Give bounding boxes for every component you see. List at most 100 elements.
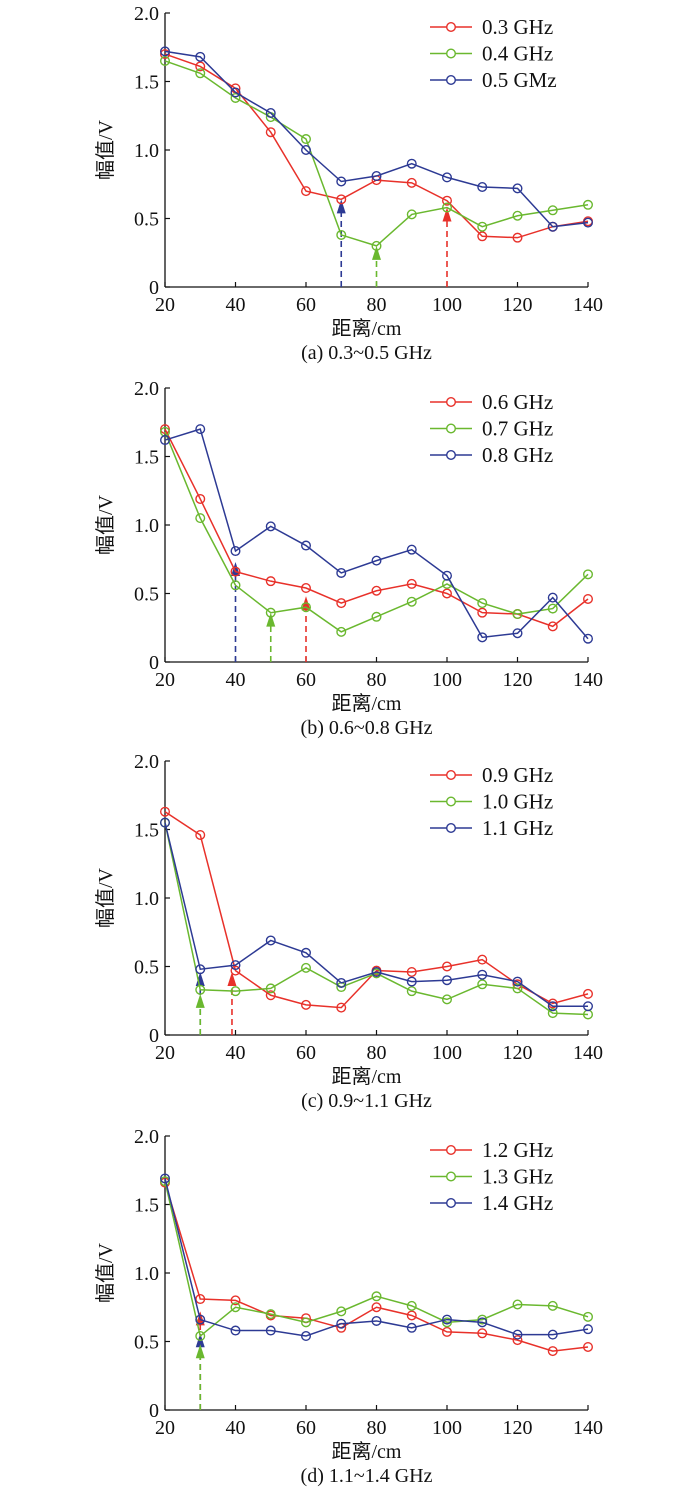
series-0.8-ghz — [159, 424, 594, 644]
data-point — [477, 979, 488, 990]
y-tick-label: 1.0 — [134, 515, 159, 537]
data-point — [301, 583, 312, 594]
y-tick-label: 0 — [149, 1400, 159, 1422]
data-point — [512, 609, 523, 620]
annotation-arrow-2 — [227, 971, 237, 1035]
y-tick-label: 0 — [149, 277, 159, 299]
x-tick-label: 80 — [367, 1042, 387, 1064]
legend-item: 0.9 GHz — [430, 763, 553, 787]
data-point — [371, 171, 382, 182]
legend-marker — [446, 770, 457, 781]
data-point — [265, 607, 276, 618]
arrow-head — [266, 612, 276, 627]
legend-item: 0.6 GHz — [430, 390, 553, 414]
data-point — [159, 46, 170, 57]
data-point — [336, 1002, 347, 1013]
arrow-head — [195, 1344, 205, 1359]
data-point — [230, 986, 241, 997]
data-point — [195, 829, 206, 840]
data-point — [512, 1335, 523, 1346]
legend-item: 1.4 GHz — [430, 1191, 553, 1215]
legend-label: 1.0 GHz — [482, 790, 553, 814]
legend-marker — [446, 822, 457, 833]
data-point — [512, 976, 523, 987]
data-point — [371, 1291, 382, 1302]
data-point — [547, 603, 558, 614]
data-point — [406, 1300, 417, 1311]
data-point — [301, 540, 312, 551]
data-point — [230, 1302, 241, 1313]
data-point — [336, 567, 347, 578]
y-tick-label: 2.0 — [134, 378, 159, 400]
arrow-head — [372, 245, 381, 260]
data-point — [547, 1346, 558, 1357]
data-point — [477, 221, 488, 232]
data-point — [442, 1317, 453, 1328]
series-0.5-gmz — [159, 46, 594, 232]
x-tick-label: 60 — [296, 1417, 316, 1439]
data-point — [442, 961, 453, 972]
data-point — [477, 598, 488, 609]
x-tick-label: 20 — [155, 1417, 175, 1439]
data-point — [159, 806, 170, 817]
data-point — [301, 962, 312, 973]
data-point — [583, 988, 594, 999]
legend-marker — [446, 1145, 457, 1156]
y-tick-label: 1.5 — [134, 447, 159, 469]
panel-caption: (d) 1.1~1.4 GHz — [301, 1465, 433, 1487]
legend-marker — [446, 1197, 457, 1208]
data-point — [159, 55, 170, 66]
x-tick-label: 20 — [155, 1042, 175, 1064]
data-point — [406, 177, 417, 188]
legend-label: 0.6 GHz — [482, 390, 553, 414]
data-point — [477, 1328, 488, 1339]
data-point — [547, 1300, 558, 1311]
data-point — [512, 183, 523, 194]
legend-label: 1.1 GHz — [482, 816, 553, 840]
legend-item: 0.7 GHz — [430, 417, 553, 441]
data-point — [195, 964, 206, 975]
legend-item: 1.0 GHz — [430, 790, 553, 814]
series-line — [164, 822, 588, 1007]
legend-label: 1.4 GHz — [482, 1191, 553, 1215]
panel-caption: (c) 0.9~1.1 GHz — [301, 1090, 432, 1112]
data-point — [301, 1331, 312, 1342]
y-tick-label: 1.0 — [134, 888, 159, 910]
data-point — [230, 92, 241, 103]
legend-label: 0.7 GHz — [482, 417, 553, 441]
data-point — [159, 1176, 170, 1187]
chart-panel-c: 0 0.5 1.0 1.5 2.0 20 40 60 80 100 120 140 距离/cm 幅值/V (… — [94, 751, 603, 1112]
y-tick-label: 0.5 — [134, 584, 159, 606]
data-point — [159, 435, 170, 446]
data-point — [406, 578, 417, 589]
data-point — [265, 521, 276, 532]
series-0.4-ghz — [159, 55, 594, 251]
data-point — [512, 628, 523, 639]
data-point — [477, 632, 488, 643]
data-point — [406, 976, 417, 987]
data-point — [195, 513, 206, 524]
data-point — [477, 954, 488, 965]
data-point — [265, 990, 276, 1001]
x-tick-label: 20 — [155, 294, 175, 316]
data-point — [512, 1329, 523, 1340]
data-point — [583, 1311, 594, 1322]
data-point — [371, 240, 382, 251]
annotation-arrow-1 — [195, 993, 205, 1035]
data-point — [406, 596, 417, 607]
data-point — [583, 569, 594, 580]
data-point — [265, 983, 276, 994]
data-point — [583, 199, 594, 210]
data-point — [336, 1306, 347, 1317]
series-0.7-ghz — [159, 426, 594, 637]
legend-marker — [446, 423, 457, 434]
legend-label: 1.3 GHz — [482, 1165, 553, 1189]
legend-marker — [446, 48, 457, 59]
data-point — [195, 984, 206, 995]
data-point — [336, 977, 347, 988]
legend-label: 0.3 GHz — [482, 15, 553, 39]
data-point — [265, 1309, 276, 1320]
x-axis-title: 距离/cm — [332, 1065, 402, 1088]
annotation-arrow-2 — [442, 207, 452, 287]
